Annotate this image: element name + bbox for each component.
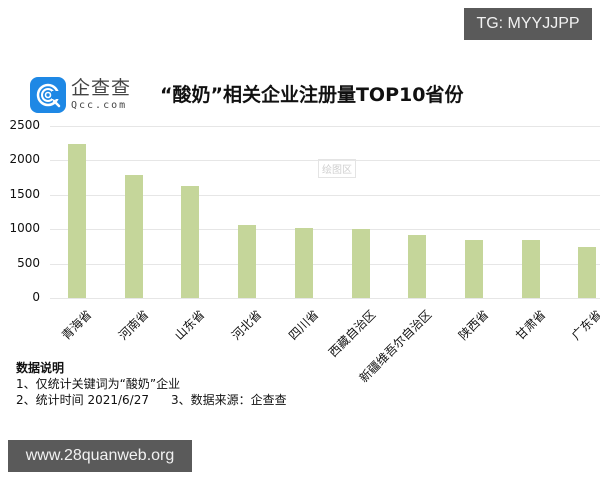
logo-name-en: Qcc.com [71, 100, 128, 111]
bar [578, 246, 597, 298]
notes-line-1: 1、仅统计关键词为“酸奶”企业 [16, 377, 181, 391]
site-badge: www.28quanweb.org [8, 440, 192, 472]
x-axis-category-label: 青海省 [58, 307, 95, 343]
bar [464, 239, 483, 298]
plot-area-watermark: 绘图区 [318, 159, 356, 178]
data-notes: 数据说明 1、仅统计关键词为“酸奶”企业 2、统计时间 2021/6/27 3、数… [16, 360, 287, 408]
tg-badge: TG: MYYJJPP [464, 8, 592, 40]
bar [294, 227, 313, 298]
x-axis-category-label: 河北省 [229, 307, 265, 343]
gridline [50, 298, 600, 299]
notes-date: 2、统计时间 2021/6/27 [16, 393, 149, 407]
chart-title: “酸奶”相关企业注册量TOP10省份 [160, 84, 464, 106]
gridline [50, 126, 600, 127]
y-axis-tick-label: 1500 [9, 186, 40, 201]
x-axis-category-label: 陕西省 [455, 307, 492, 343]
bar [351, 229, 370, 298]
bar [521, 239, 540, 298]
x-axis-category-label: 甘肃省 [512, 307, 548, 343]
x-axis-category-label: 河南省 [115, 307, 152, 343]
x-axis-category-label: 广东省 [569, 307, 600, 343]
y-axis-tick-label: 1000 [9, 221, 40, 236]
bar [124, 174, 143, 298]
notes-source: 3、数据来源：企查查 [170, 393, 287, 407]
y-axis-tick-label: 500 [17, 255, 40, 270]
bar [408, 234, 427, 298]
gridline [50, 263, 600, 265]
bar [68, 143, 86, 298]
gridline [50, 160, 600, 162]
y-axis-tick-label: 2000 [9, 152, 40, 167]
notes-title: 数据说明 [16, 361, 65, 375]
notes-line-2: 2、统计时间 2021/6/27 3、数据来源：企查查 [16, 392, 287, 408]
qcc-logo: 企查查 Qcc.com [30, 77, 131, 113]
gridline [50, 194, 600, 196]
x-axis-category-label: 山东省 [172, 307, 208, 343]
bar [238, 224, 257, 298]
y-axis-tick-label: 2500 [9, 118, 40, 132]
x-axis-category-label: 四川省 [285, 307, 322, 343]
logo-name-cn: 企查查 [71, 77, 132, 99]
bar [181, 185, 200, 298]
gridline [50, 229, 600, 231]
x-axis-category-label: 西藏自治区 [325, 307, 378, 360]
y-axis-tick-label: 0 [32, 290, 40, 304]
qcc-logo-icon [30, 77, 66, 113]
